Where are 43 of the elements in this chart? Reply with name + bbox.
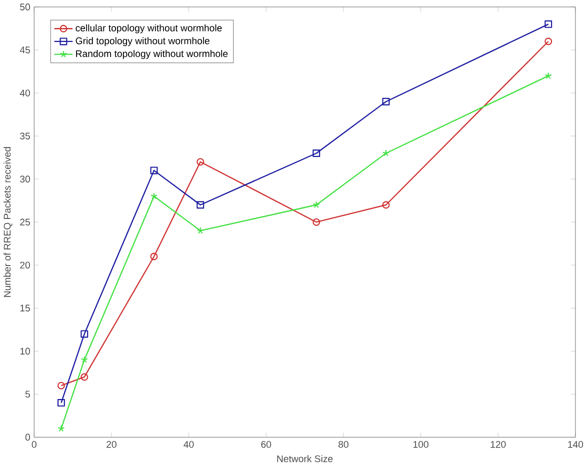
x-tick-label: 20 [106,441,116,448]
point [312,201,320,208]
point [544,20,552,28]
legend-label: Random topology without wormhole [76,50,228,60]
y-tick-label: 25 [20,218,30,226]
point [150,252,158,260]
y-tick-label: 5 [25,390,30,398]
point [312,150,320,158]
y-tick-label: 10 [20,348,30,355]
x-tick-label: 60 [261,441,272,448]
x-tick-label: 140 [568,441,584,448]
y-axis-title: Number of RREQ Packets received [4,147,12,297]
legend-label: Grid topology without wormhole [76,37,210,46]
y-tick-label: 40 [20,90,30,97]
point [382,201,390,209]
point [382,150,390,156]
point [80,356,88,364]
point [80,373,88,381]
x-tick-label: 80 [338,441,348,448]
x-tick-label: 0 [32,441,36,448]
point [150,192,158,200]
point [382,98,390,106]
x-tick-label: 120 [490,441,506,448]
point [544,38,552,46]
x-axis-title: Network Size [277,455,333,462]
y-tick-label: 50 [20,4,30,10]
point [312,218,320,226]
point [80,330,88,338]
point [57,382,65,390]
point [196,227,204,234]
y-tick-label: 30 [20,176,30,183]
y-tick-label: 35 [20,132,30,140]
point [196,158,204,166]
y-tick-label: 20 [20,262,30,269]
point [150,166,158,174]
legend-label: cellular topology without wormhole [76,24,222,34]
point [57,399,65,407]
y-tick-label: 45 [20,46,30,54]
point [196,201,204,209]
y-tick-label: 15 [20,304,30,312]
y-tick-label: 0 [25,434,30,441]
x-tick-label: 40 [184,441,194,448]
x-tick-label: 100 [413,441,428,448]
